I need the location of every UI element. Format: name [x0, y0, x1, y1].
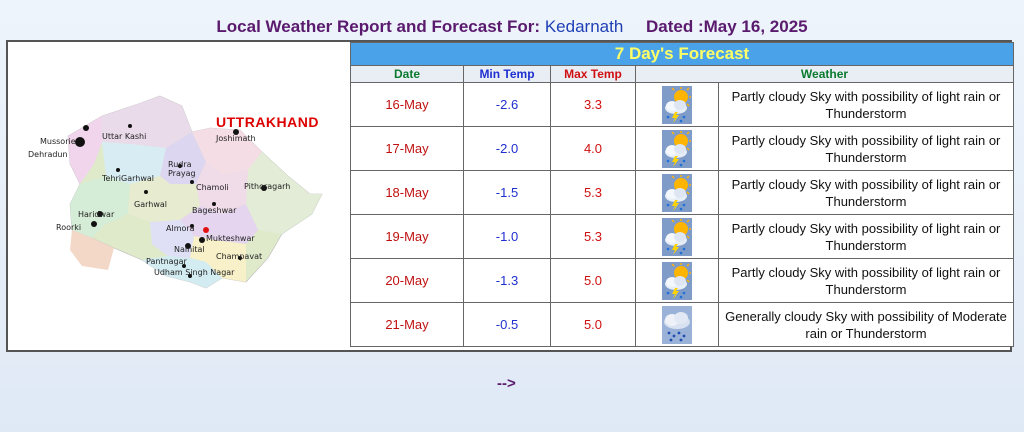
city-bageshwar: Bageshwar [192, 206, 237, 215]
col-date: Date [350, 65, 464, 83]
city-udham-singh-nagar: Udham Singh Nagar [154, 268, 235, 277]
forecast-heading: 7 Day's Forecast [350, 42, 1014, 66]
cell-weather-desc: Partly cloudy Sky with possibility of li… [718, 126, 1014, 171]
city-uttar-kashi: Uttar Kashi [102, 132, 147, 141]
cell-max-temp: 3.3 [550, 82, 636, 127]
partly-cloudy-thunder-icon [635, 214, 719, 259]
cell-date: 19-May [350, 214, 464, 259]
forecast-table: 7 Day's Forecast Date Min Temp Max Temp … [350, 42, 1014, 347]
table-row: 20-May -1.3 5.0 Partly cloudy Sky with p… [350, 258, 1014, 303]
city-tehrigarhwal: TehriGarhwal [102, 174, 155, 183]
cell-weather-desc: Generally cloudy Sky with possibility of… [718, 302, 1014, 347]
cell-min-temp: -0.5 [463, 302, 551, 347]
title-prefix: Local Weather Report and Forecast For: [216, 17, 541, 36]
city-pantnagar: Pantnagar [146, 257, 187, 266]
uttarakhand-map-image [10, 62, 348, 348]
cell-weather-desc: Partly cloudy Sky with possibility of li… [718, 214, 1014, 259]
city-rudra-prayag: Rudra Prayag [168, 160, 196, 178]
city-dehradun: Dehradun [28, 150, 68, 159]
table-row: 19-May -1.0 5.3 Partly cloudy Sky with p… [350, 214, 1014, 259]
cell-max-temp: 4.0 [550, 126, 636, 171]
city-mukteshwar: Mukteshwar [206, 234, 255, 243]
cell-date: 16-May [350, 82, 464, 127]
city-haridwar: Haridwar [78, 210, 115, 219]
map-title: UTTRAKHAND [216, 114, 319, 130]
city-chamoli: Chamoli [196, 183, 229, 192]
col-min-temp: Min Temp [463, 65, 551, 83]
cell-max-temp: 5.3 [550, 214, 636, 259]
partly-cloudy-thunder-icon [635, 170, 719, 215]
next-arrow-link[interactable]: --> [497, 375, 516, 392]
partly-cloudy-thunder-icon [635, 126, 719, 171]
table-row: 21-May -0.5 5.0 Generally cloudy Sky wit… [350, 302, 1014, 347]
location-name: Kedarnath [544, 17, 624, 36]
cell-min-temp: -2.0 [463, 126, 551, 171]
cell-max-temp: 5.3 [550, 170, 636, 215]
cell-weather-desc: Partly cloudy Sky with possibility of li… [718, 258, 1014, 303]
col-max-temp: Max Temp [550, 65, 636, 83]
cell-min-temp: -2.6 [463, 82, 551, 127]
city-roorki: Roorki [56, 223, 82, 232]
col-weather: Weather [635, 65, 1014, 83]
cell-max-temp: 5.0 [550, 258, 636, 303]
cell-date: 17-May [350, 126, 464, 171]
cell-date: 20-May [350, 258, 464, 303]
state-map: UTTRAKHAND Mussorie Dehradun Uttar Kashi… [10, 44, 348, 348]
city-almora: Almora [166, 224, 195, 233]
city-garhwal: Garhwal [134, 200, 167, 209]
cell-date: 21-May [350, 302, 464, 347]
table-row: 18-May -1.5 5.3 Partly cloudy Sky with p… [350, 170, 1014, 215]
report-date: Dated :May 16, 2025 [646, 17, 808, 36]
city-champavat: Champavat [216, 252, 263, 261]
cell-weather-desc: Partly cloudy Sky with possibility of li… [718, 82, 1014, 127]
cell-max-temp: 5.0 [550, 302, 636, 347]
page-title: Local Weather Report and Forecast For: K… [0, 17, 1024, 37]
cell-min-temp: -1.0 [463, 214, 551, 259]
partly-cloudy-thunder-icon [635, 258, 719, 303]
cell-min-temp: -1.5 [463, 170, 551, 215]
city-mussorie: Mussorie [40, 137, 76, 146]
city-joshimath: Joshimath [216, 134, 256, 143]
partly-cloudy-thunder-icon [635, 82, 719, 127]
report-panel: UTTRAKHAND Mussorie Dehradun Uttar Kashi… [6, 40, 1014, 352]
cell-weather-desc: Partly cloudy Sky with possibility of li… [718, 170, 1014, 215]
cell-min-temp: -1.3 [463, 258, 551, 303]
table-row: 17-May -2.0 4.0 Partly cloudy Sky with p… [350, 126, 1014, 171]
city-pithoragarh: Pithoragarh [244, 182, 291, 191]
table-row: 16-May -2.6 3.3 Partly cloudy Sky with p… [350, 82, 1014, 127]
forecast-panel: 7 Day's Forecast Date Min Temp Max Temp … [350, 42, 1014, 352]
cloudy-rain-icon [635, 302, 719, 347]
city-nainital: Nainital [174, 245, 205, 254]
cell-date: 18-May [350, 170, 464, 215]
